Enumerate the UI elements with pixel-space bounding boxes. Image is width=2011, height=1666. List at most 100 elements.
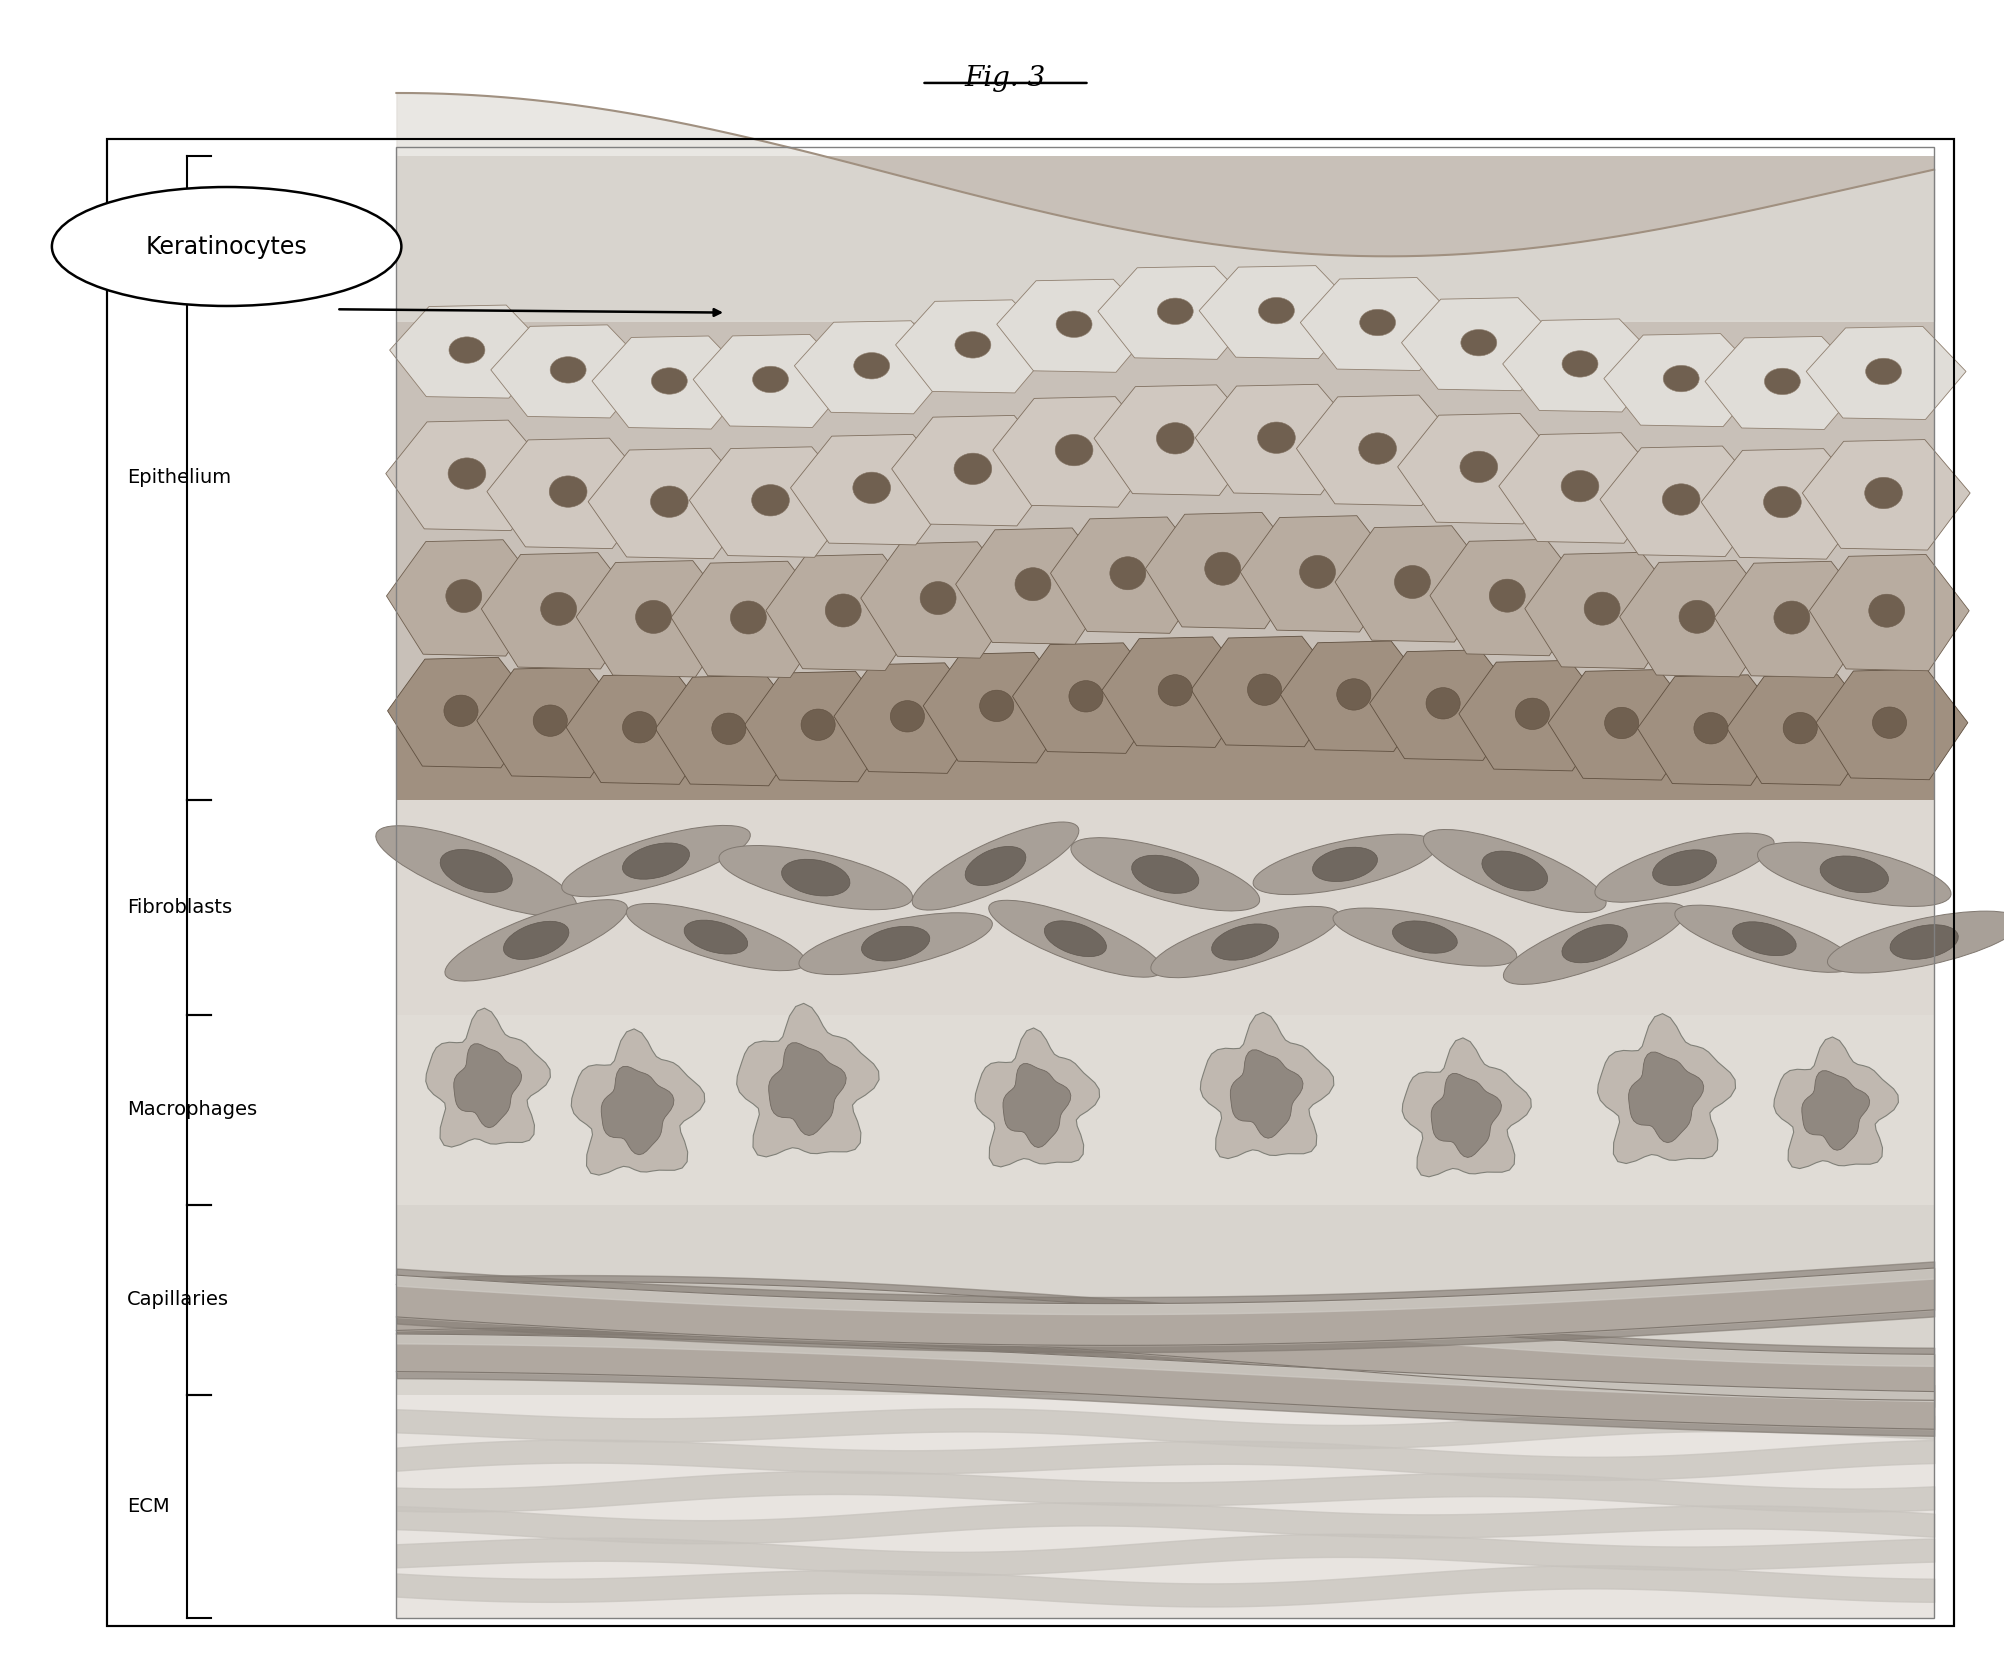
Ellipse shape <box>891 701 925 731</box>
Polygon shape <box>491 325 652 418</box>
Ellipse shape <box>1561 470 1599 501</box>
Polygon shape <box>1003 1063 1070 1148</box>
Ellipse shape <box>1868 595 1904 626</box>
Ellipse shape <box>1394 565 1430 598</box>
Ellipse shape <box>1585 591 1621 625</box>
Polygon shape <box>1502 318 1663 412</box>
Polygon shape <box>790 435 959 545</box>
Text: Keratinocytes: Keratinocytes <box>145 235 308 258</box>
Bar <box>396 155 1935 800</box>
Ellipse shape <box>1516 698 1548 730</box>
Polygon shape <box>1281 641 1432 751</box>
Ellipse shape <box>861 926 929 961</box>
Polygon shape <box>1301 278 1460 370</box>
Polygon shape <box>1601 446 1768 556</box>
Ellipse shape <box>1460 330 1496 357</box>
Polygon shape <box>1629 1051 1703 1143</box>
Ellipse shape <box>1213 925 1279 960</box>
Ellipse shape <box>1253 835 1438 895</box>
Text: Macrophages: Macrophages <box>127 1100 257 1120</box>
Ellipse shape <box>1299 555 1335 588</box>
Ellipse shape <box>444 695 479 726</box>
Ellipse shape <box>541 593 577 625</box>
Ellipse shape <box>798 913 991 975</box>
Polygon shape <box>694 335 853 428</box>
Ellipse shape <box>953 453 991 485</box>
Polygon shape <box>577 561 736 676</box>
Polygon shape <box>567 673 718 785</box>
Ellipse shape <box>800 710 835 740</box>
Polygon shape <box>1398 413 1565 523</box>
Ellipse shape <box>652 368 688 395</box>
Ellipse shape <box>752 367 788 393</box>
Ellipse shape <box>921 581 955 615</box>
Polygon shape <box>1146 513 1305 628</box>
Text: Epithelium: Epithelium <box>127 468 231 486</box>
Ellipse shape <box>1784 713 1818 743</box>
Ellipse shape <box>52 187 402 307</box>
Ellipse shape <box>1426 688 1460 720</box>
Ellipse shape <box>503 921 569 960</box>
Polygon shape <box>601 1066 674 1155</box>
Polygon shape <box>1597 1013 1735 1163</box>
Ellipse shape <box>446 580 483 613</box>
Ellipse shape <box>1070 681 1104 711</box>
Polygon shape <box>1195 385 1363 495</box>
Ellipse shape <box>1679 600 1715 633</box>
Polygon shape <box>1802 440 1971 550</box>
Ellipse shape <box>448 458 487 490</box>
Polygon shape <box>1605 333 1764 426</box>
Bar <box>396 701 1935 800</box>
Polygon shape <box>656 675 806 786</box>
Ellipse shape <box>913 821 1078 910</box>
Polygon shape <box>571 1030 704 1175</box>
Polygon shape <box>1498 433 1667 543</box>
Ellipse shape <box>1563 352 1599 377</box>
Polygon shape <box>1637 675 1790 785</box>
Ellipse shape <box>1392 921 1458 953</box>
Ellipse shape <box>376 826 577 916</box>
Polygon shape <box>794 322 953 413</box>
Ellipse shape <box>1156 298 1193 325</box>
Ellipse shape <box>955 332 991 358</box>
Polygon shape <box>891 415 1060 526</box>
Ellipse shape <box>1675 905 1854 973</box>
Polygon shape <box>1705 337 1864 430</box>
Ellipse shape <box>1424 830 1607 913</box>
Ellipse shape <box>1828 911 2011 973</box>
Ellipse shape <box>1663 483 1699 515</box>
Polygon shape <box>955 528 1116 645</box>
Ellipse shape <box>1247 675 1281 705</box>
Ellipse shape <box>1072 838 1259 911</box>
Polygon shape <box>1727 675 1878 785</box>
Polygon shape <box>386 420 553 530</box>
Polygon shape <box>895 300 1056 393</box>
Ellipse shape <box>1866 358 1902 385</box>
Polygon shape <box>1810 555 1969 671</box>
Ellipse shape <box>1758 843 1951 906</box>
Ellipse shape <box>1663 365 1699 392</box>
Ellipse shape <box>1259 298 1295 323</box>
Ellipse shape <box>1490 580 1524 611</box>
Ellipse shape <box>1150 906 1339 978</box>
Polygon shape <box>1231 1050 1303 1138</box>
Text: Fig. 3: Fig. 3 <box>965 65 1046 92</box>
Polygon shape <box>1806 327 1967 420</box>
Polygon shape <box>766 555 925 670</box>
Polygon shape <box>1098 267 1257 360</box>
Ellipse shape <box>623 711 658 743</box>
Bar <box>396 800 1935 1015</box>
Ellipse shape <box>551 357 585 383</box>
Ellipse shape <box>561 825 750 896</box>
Ellipse shape <box>1504 903 1685 985</box>
Ellipse shape <box>1205 551 1241 585</box>
Ellipse shape <box>1056 435 1092 466</box>
Ellipse shape <box>1337 678 1372 710</box>
Ellipse shape <box>1313 848 1378 881</box>
Ellipse shape <box>440 850 513 893</box>
Polygon shape <box>426 1008 551 1148</box>
Ellipse shape <box>448 337 485 363</box>
Polygon shape <box>1548 670 1699 780</box>
Bar <box>396 1205 1935 1394</box>
Ellipse shape <box>1693 713 1727 745</box>
